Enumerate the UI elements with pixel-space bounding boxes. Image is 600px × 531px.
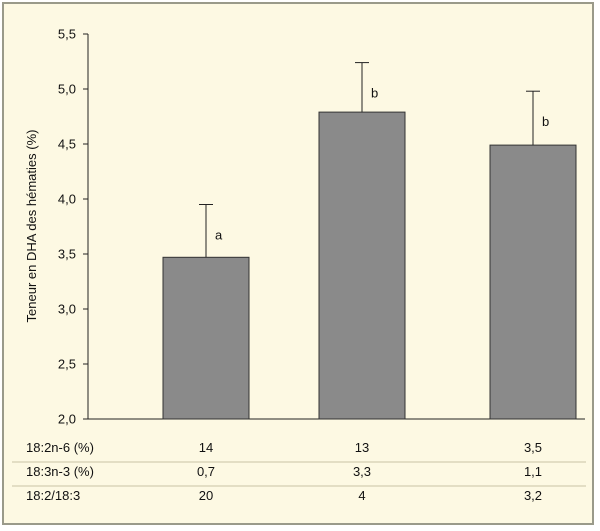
bars: a b b [162, 62, 577, 420]
y-tick-label: 3,0 [58, 302, 76, 317]
y-tick-label: 2,5 [58, 357, 76, 372]
y-tick-label: 4,0 [58, 192, 76, 207]
bar [489, 144, 577, 420]
table-cell: 3,3 [353, 464, 371, 479]
significance-letter: b [371, 86, 378, 101]
table-cell: 13 [355, 440, 369, 455]
table-row-label: 18:3n-3 (%) [26, 464, 94, 479]
table-cell: 3,2 [524, 488, 542, 503]
bar [318, 111, 406, 420]
y-axis-label: Teneur en DHA des hématies (%) [24, 130, 39, 323]
table-cell: 14 [199, 440, 213, 455]
significance-letter: a [215, 228, 223, 243]
y-ticks: 2,0 2,5 3,0 3,5 4,0 4,5 5,0 5,5 [58, 27, 88, 427]
bar [162, 256, 250, 420]
data-table: 18:2n-6 (%) 14 13 3,5 18:3n-3 (%) 0,7 3,3 1,1 18… [12, 440, 586, 503]
table-cell: 1,1 [524, 464, 542, 479]
table-cell: 3,5 [524, 440, 542, 455]
table-cell: 0,7 [197, 464, 215, 479]
table-cell: 20 [199, 488, 213, 503]
table-row-label: 18:2/18:3 [26, 488, 80, 503]
y-tick-label: 4,5 [58, 137, 76, 152]
y-tick-label: 5,0 [58, 82, 76, 97]
significance-letter: b [542, 114, 549, 129]
y-tick-label: 3,5 [58, 247, 76, 262]
table-cell: 4 [358, 488, 365, 503]
y-tick-label: 2,0 [58, 412, 76, 427]
table-row-label: 18:2n-6 (%) [26, 440, 94, 455]
y-tick-label: 5,5 [58, 27, 76, 42]
